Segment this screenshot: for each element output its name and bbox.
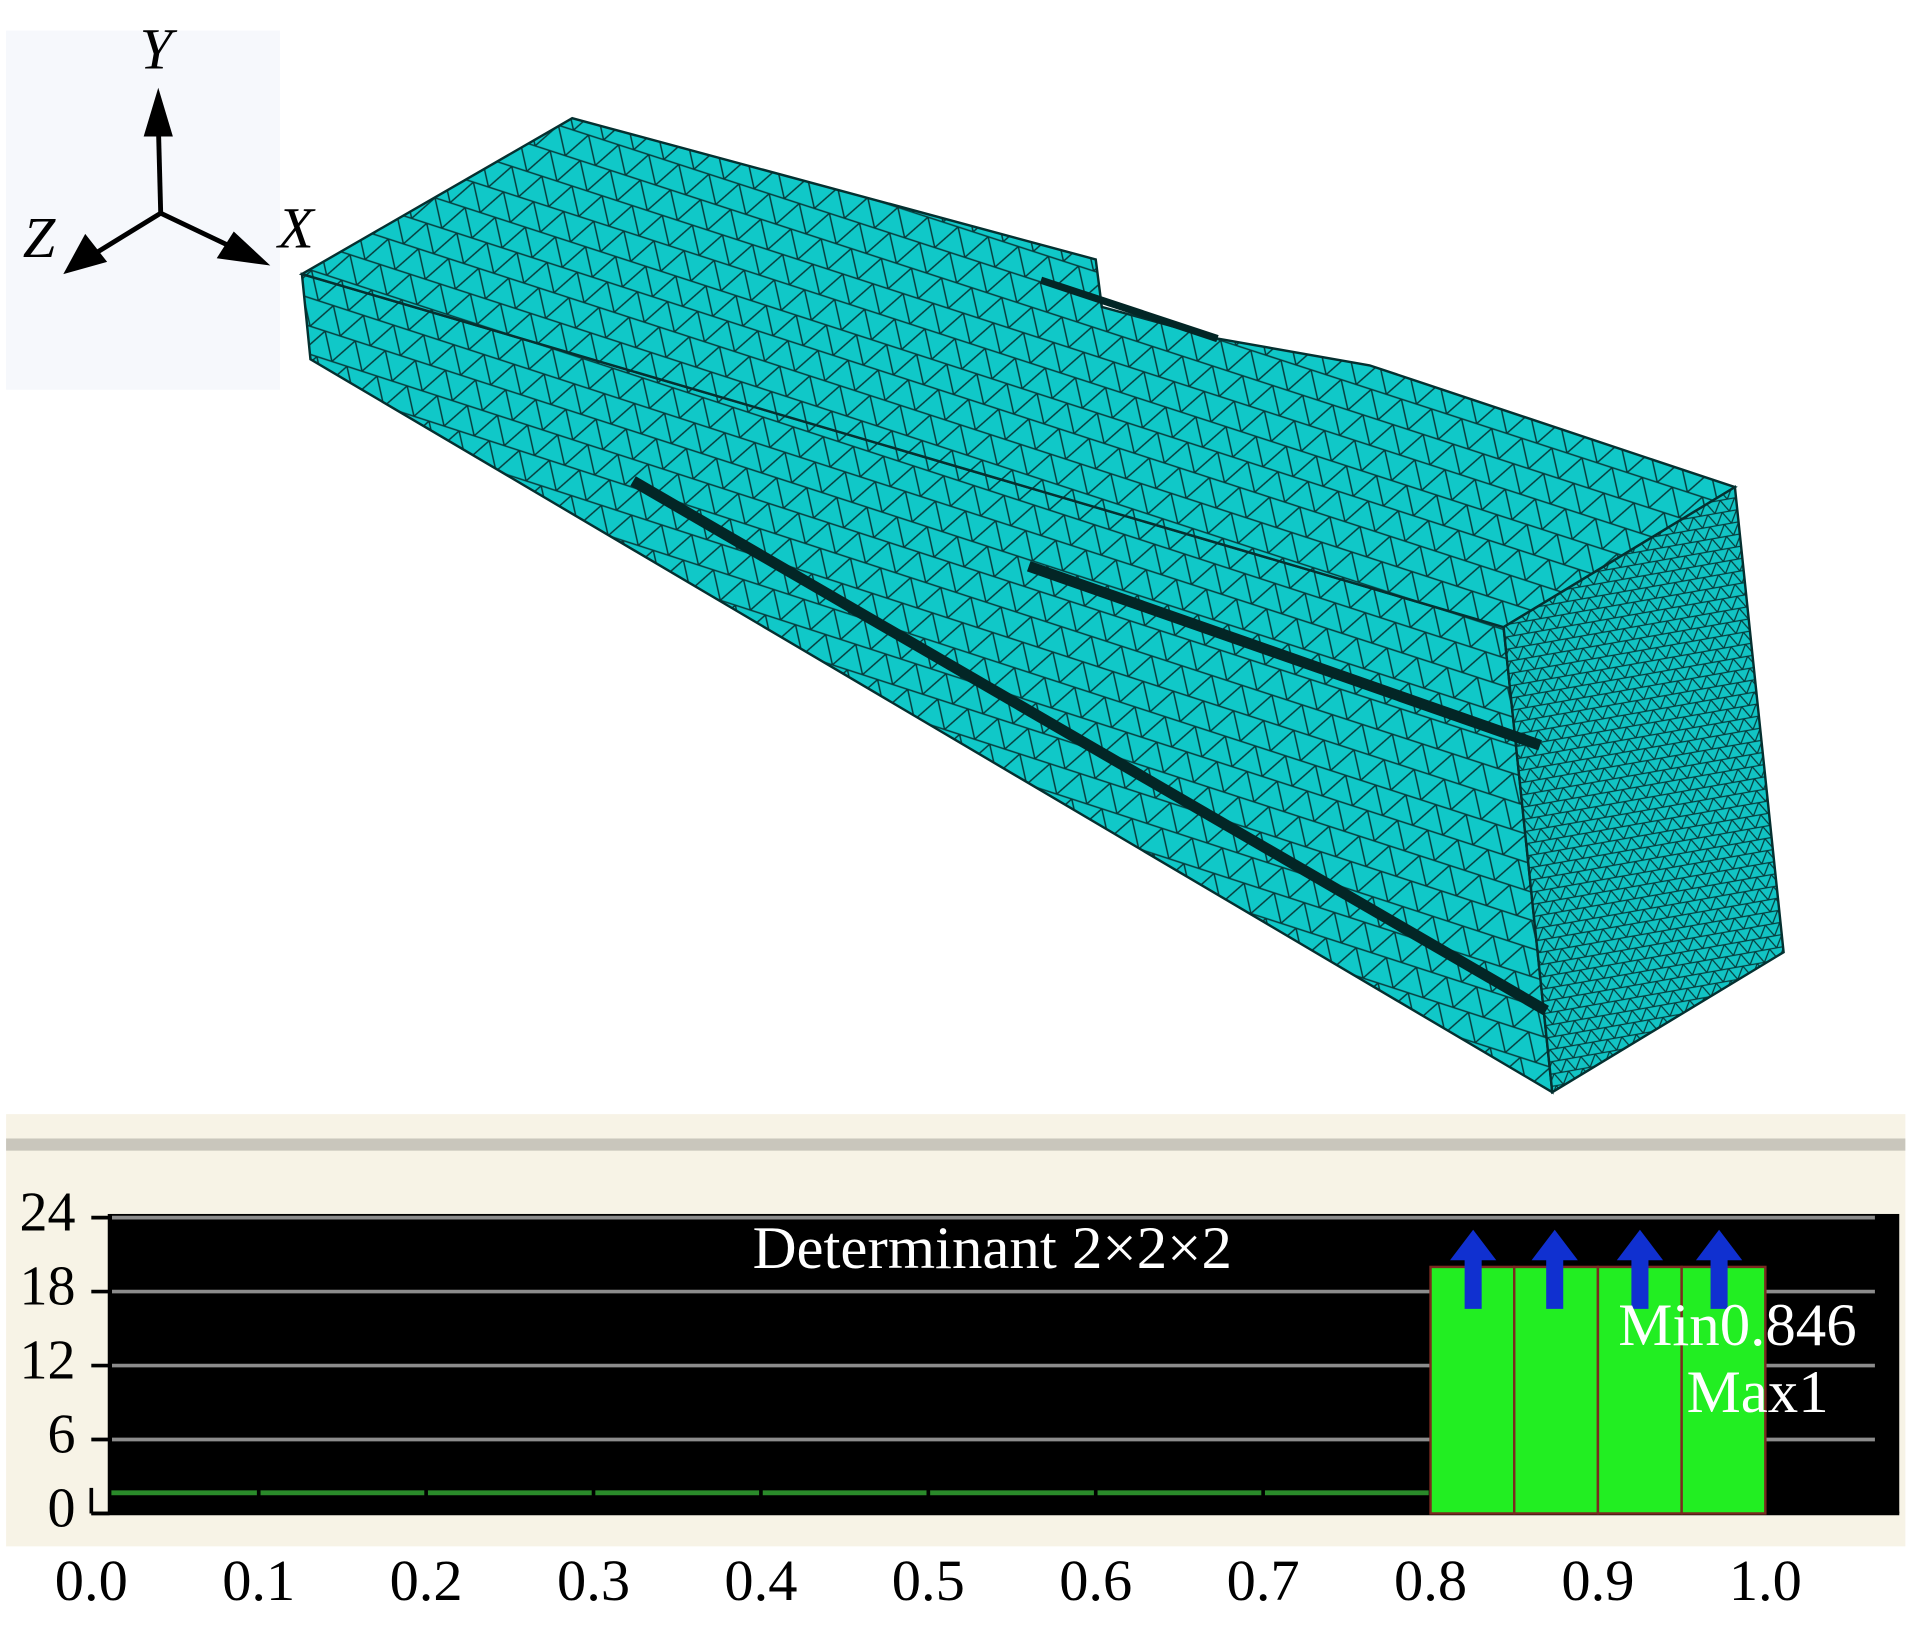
x-tick-label: 0.5 — [892, 1548, 965, 1613]
annotation: Min0.846 — [1618, 1292, 1856, 1359]
triad-label: Y — [140, 16, 178, 81]
mesh-groove — [1026, 561, 1542, 751]
triad-axis — [155, 121, 164, 214]
x-tick-label: 0.9 — [1561, 1548, 1634, 1613]
x-tick-label: 0.8 — [1394, 1548, 1467, 1613]
y-tick-label: 12 — [19, 1329, 75, 1391]
triad-background — [6, 30, 281, 390]
x-tick-label: 0.4 — [724, 1548, 797, 1613]
mesh-model — [298, 116, 1785, 1095]
annotation: Max1 — [1687, 1359, 1829, 1426]
arrow-icon — [1531, 1229, 1578, 1309]
triad-arrow — [63, 233, 108, 275]
x-tick-label: 0.7 — [1227, 1548, 1300, 1613]
bar-arrows — [1450, 1229, 1743, 1309]
x-tick-label: 0.6 — [1059, 1548, 1132, 1613]
triad-arrow — [143, 87, 173, 137]
y-tick-label: 24 — [19, 1181, 75, 1243]
mesh-groove — [1039, 276, 1219, 343]
arrow-icon — [1616, 1229, 1664, 1309]
x-tick-label: 0.2 — [390, 1548, 463, 1613]
x-tick-label: 0.0 — [55, 1548, 128, 1613]
y-tick-label: 0 — [47, 1477, 75, 1539]
mesh-groove — [630, 476, 1549, 1016]
panel-toolbar — [6, 1138, 1906, 1151]
chart-title: Determinant 2×2×2 — [753, 1215, 1232, 1282]
y-tick-label: 18 — [19, 1255, 75, 1317]
triad-label: Z — [23, 205, 56, 270]
triad-axis — [90, 211, 162, 258]
triad-axis — [159, 210, 239, 252]
axis-triad: Y Z X — [6, 16, 316, 390]
triad-label: X — [276, 195, 316, 260]
x-tick-label: 0.3 — [557, 1548, 630, 1613]
mesh-end-face — [1502, 485, 1785, 1095]
triad-arrow — [216, 231, 271, 266]
x-tick-label: 1.0 — [1729, 1548, 1802, 1613]
arrow-icon — [1695, 1229, 1743, 1309]
y-tick-label: 6 — [47, 1403, 75, 1465]
x-tick-label: 0.1 — [222, 1548, 295, 1613]
arrow-icon — [1450, 1229, 1497, 1309]
